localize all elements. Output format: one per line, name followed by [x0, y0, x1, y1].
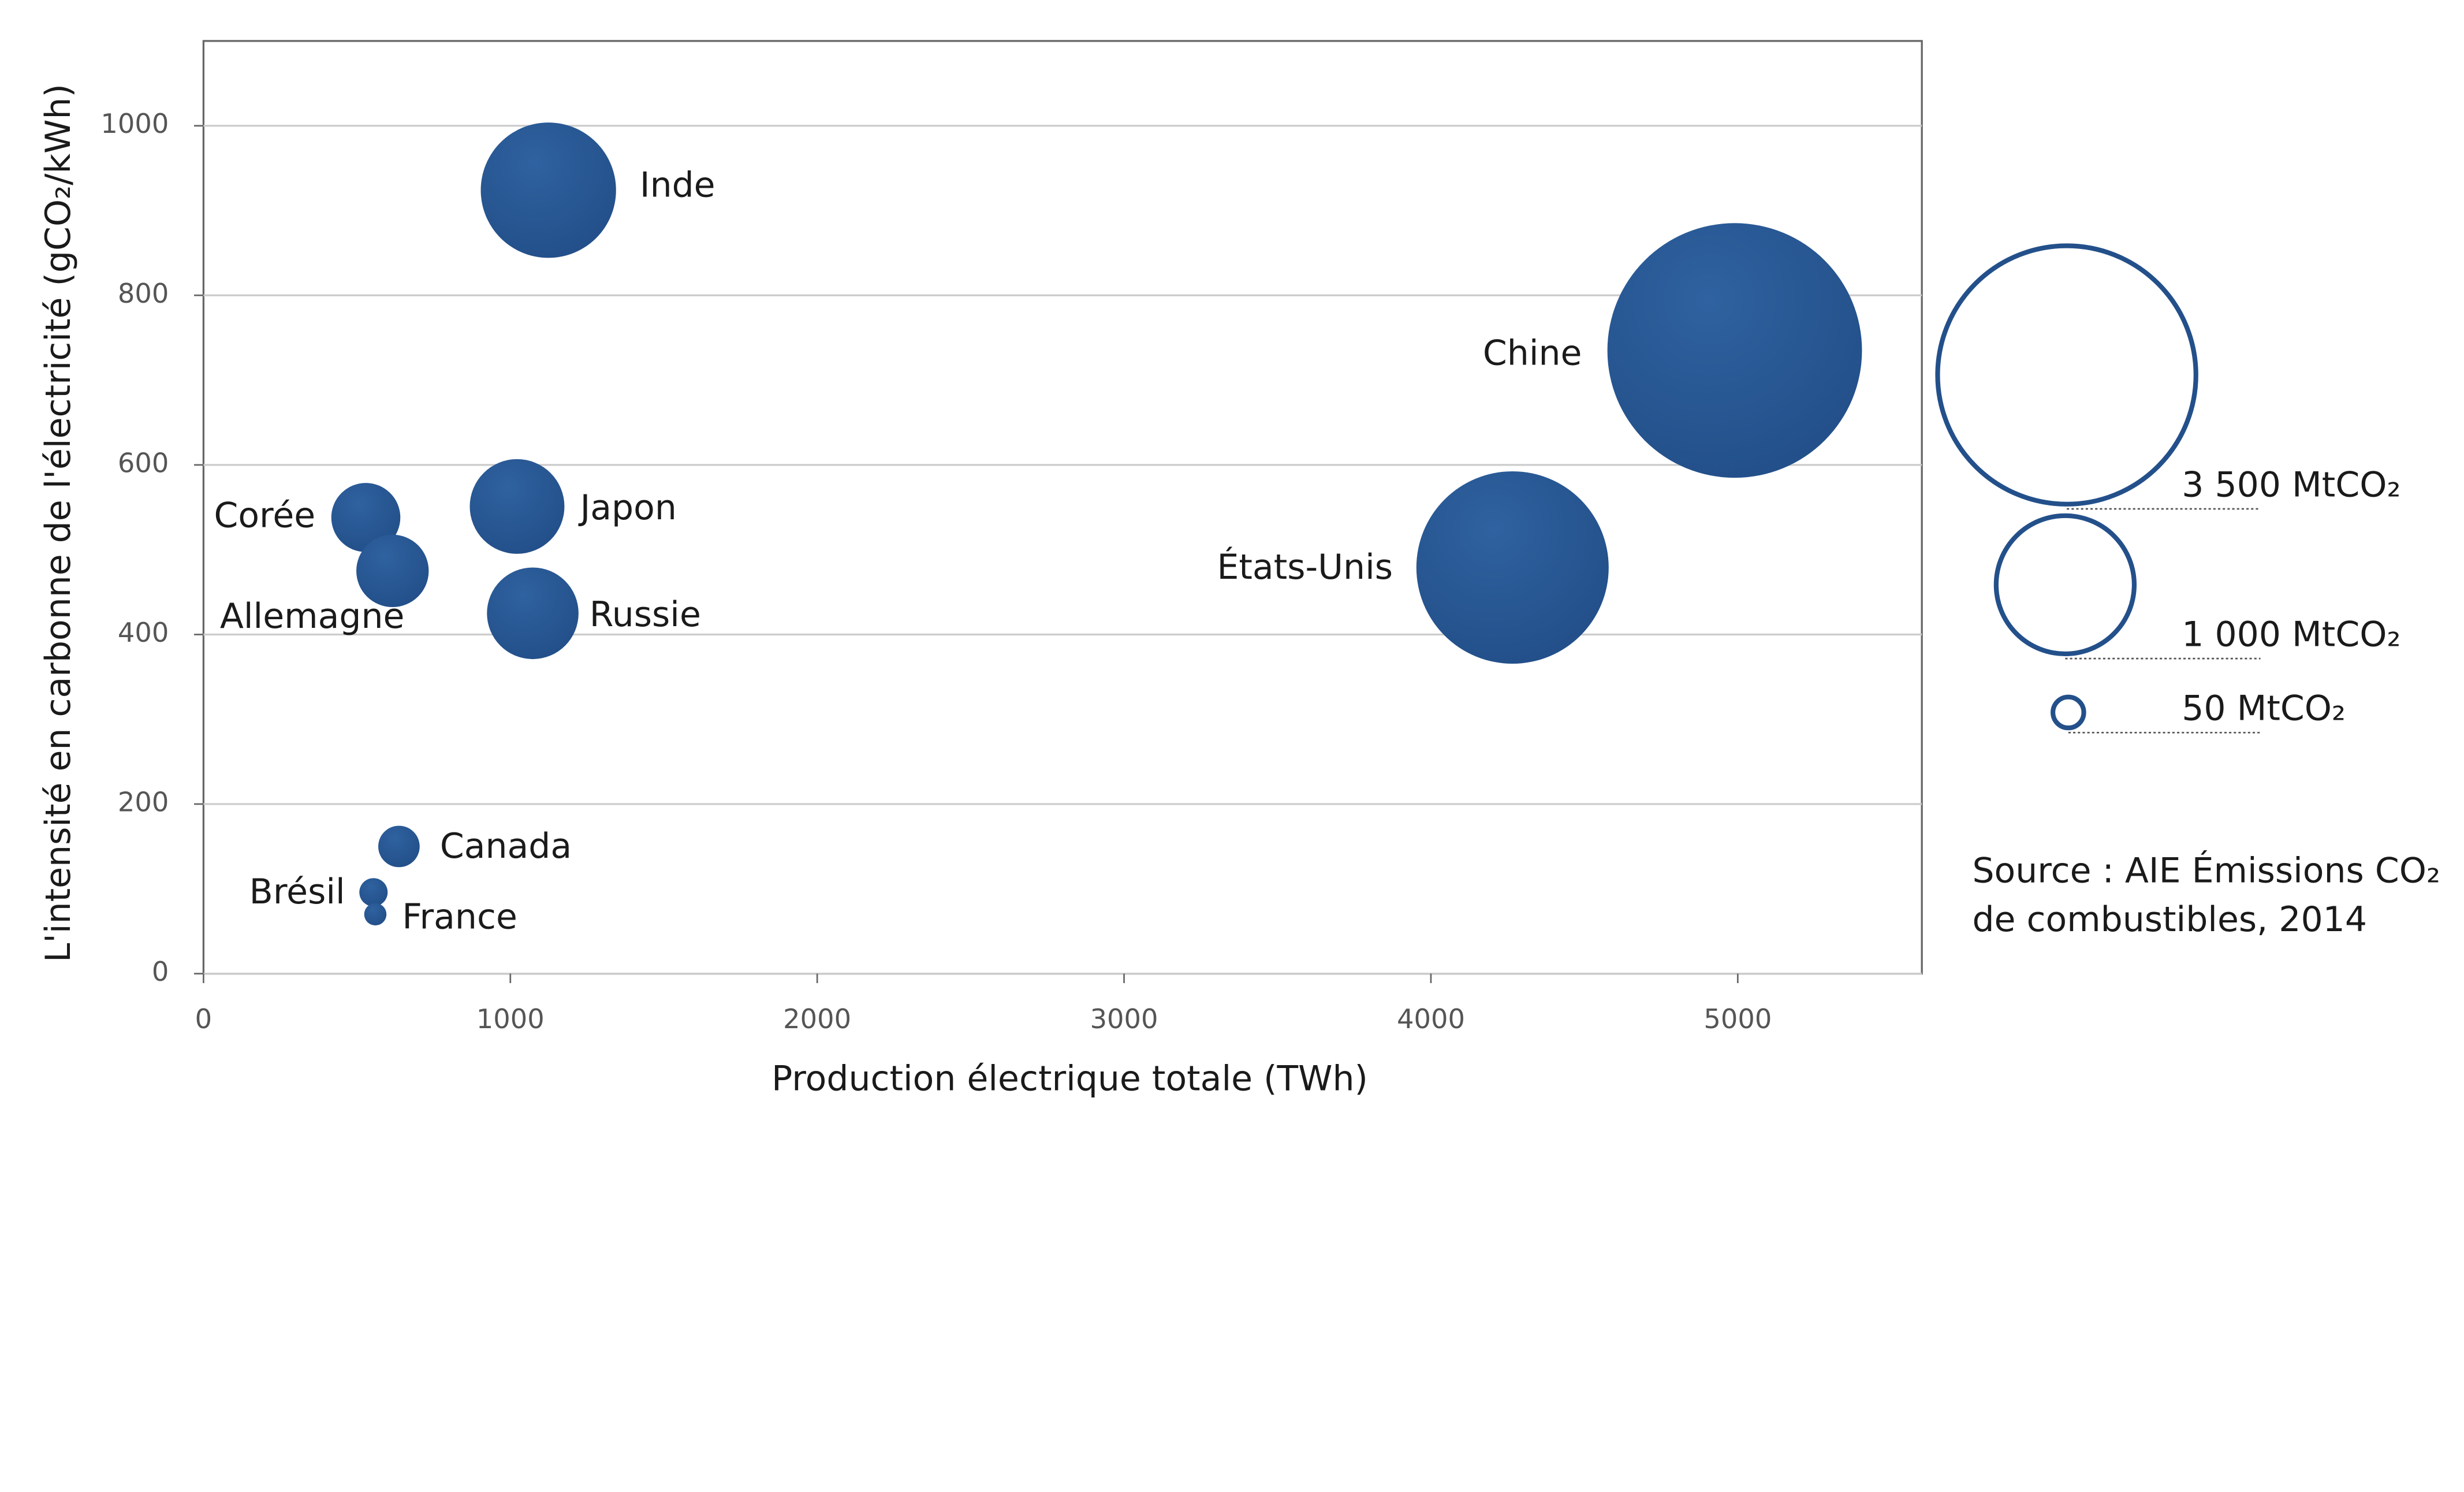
size-legend-label: 1 000 MtCO₂	[2182, 615, 2400, 655]
x-axis-label: Production électrique totale (TWh)	[771, 1059, 1368, 1099]
point-label: Corée	[214, 495, 315, 535]
y-tick-label: 400	[118, 617, 169, 648]
bubble	[1607, 223, 1862, 478]
source-line: de combustibles, 2014	[1972, 899, 2367, 940]
size-legend-circle	[2051, 694, 2086, 731]
size-legend-circle	[1993, 513, 2137, 657]
bubble	[331, 483, 401, 552]
x-tick-label: 4000	[1397, 1003, 1465, 1035]
point-label: Japon	[578, 488, 677, 528]
size-legend-label: 3 500 MtCO₂	[2182, 464, 2400, 505]
y-tick-label: 200	[118, 787, 169, 818]
source-line: Source : AIE Émissions CO₂	[1972, 850, 2440, 891]
bubble	[378, 825, 420, 868]
point-label: Canada	[440, 826, 572, 866]
point-label: Russie	[590, 594, 701, 635]
point-label: Inde	[640, 165, 715, 205]
point-label: Allemagne	[220, 596, 405, 637]
x-tick-label: 1000	[476, 1003, 545, 1035]
point-label: France	[402, 897, 517, 937]
point-label: Chine	[1483, 333, 1582, 373]
bubble	[487, 567, 579, 660]
bubble	[469, 459, 565, 554]
point-label: États-Unis	[1217, 546, 1393, 587]
bubble	[364, 903, 387, 926]
x-tick-label: 2000	[783, 1003, 851, 1035]
bubble	[1416, 471, 1609, 664]
size-legend-circle	[1935, 243, 2198, 507]
bubble	[359, 878, 388, 907]
y-tick-label: 1000	[100, 108, 169, 139]
y-tick-label: 800	[118, 278, 169, 309]
x-tick-label: 0	[195, 1003, 213, 1035]
y-axis-label: L'intensité en carbonne de l'électricité…	[38, 84, 79, 962]
bubble	[480, 122, 616, 258]
y-tick-label: 600	[118, 447, 169, 478]
x-tick-label: 3000	[1090, 1003, 1158, 1035]
point-label: Brésil	[249, 872, 345, 912]
bubble	[356, 534, 429, 608]
size-legend-label: 50 MtCO₂	[2182, 689, 2346, 729]
y-tick-label: 0	[152, 956, 169, 987]
x-tick-label: 5000	[1703, 1003, 1772, 1035]
